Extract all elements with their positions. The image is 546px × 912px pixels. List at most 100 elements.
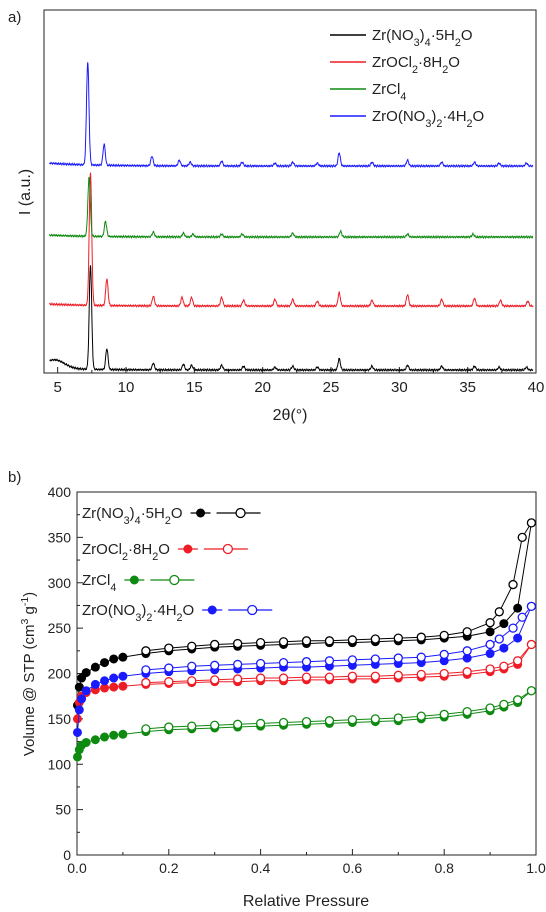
panel-b-x-axis-label: Relative Pressure [243, 893, 369, 910]
panel-b-y-tick-label: 350 [48, 529, 72, 545]
panel-b-desorption-point [499, 699, 509, 710]
panel-b-label: b) [8, 469, 21, 486]
panel-b-adsorption-point [100, 676, 110, 686]
panel-b-desorption-point [512, 695, 523, 705]
panel-b-desorption-point [526, 601, 537, 611]
panel-b-y-tick-label: 150 [48, 711, 72, 727]
panel-b-desorption-point [370, 671, 381, 681]
panel-b-desorption-point [278, 717, 289, 728]
panel-b-adsorption-point [72, 727, 82, 737]
panel-b-desorption-point [255, 658, 266, 669]
panel-a-legend-label: Zr(NO3)4·5H2O [372, 27, 473, 49]
panel-b-legend-label: ZrO(NO3)2·4H2O [82, 602, 194, 624]
panel-b-desorption-point [526, 686, 537, 696]
panel-b-desorption-point [499, 661, 509, 671]
panel-b-desorption-point [393, 633, 403, 643]
panel-b-desorption-point [164, 677, 174, 687]
panel-b-desorption-point [485, 703, 495, 713]
panel-b-legend-label: Zr(NO3)4·5H2O [82, 505, 183, 527]
panel-b-adsorption-point [513, 633, 523, 643]
panel-a-xrd-chart: a) 5 10 15 20 25 30 35 40 Zr(NO3)4·5H2O ZrOCl2·8… [8, 9, 544, 424]
panel-a-plot-frame [43, 9, 537, 374]
panel-b-desorption-point [210, 720, 220, 730]
panel-b-desorption-point [370, 634, 381, 644]
panel-b-x-tick-label: 0.4 [251, 860, 271, 876]
panel-b-adsorption-point [499, 619, 509, 629]
panel-a-trace [49, 172, 534, 309]
panel-b-desorption-point [164, 663, 174, 673]
panel-b-adsorption-point [90, 735, 100, 745]
panel-b-desorption-point [255, 718, 266, 729]
panel-b-desorption-point [462, 646, 472, 656]
panel-b-desorption-point [462, 706, 472, 717]
panel-b-desorption-point [187, 661, 197, 671]
panel-b-desorption-point [164, 722, 174, 732]
panel-b-adsorption-point [81, 668, 91, 678]
panel-a-x-axis-label: 2θ(°) [273, 407, 308, 424]
panel-b-legend-filled-marker [183, 544, 193, 554]
panel-b-desorption-line [145, 605, 532, 671]
panel-b-desorption-point [210, 660, 220, 670]
panel-a-legend: Zr(NO3)4·5H2O ZrOCl2·8H2O ZrCl4 ZrO(NO3)2·4… [330, 27, 484, 130]
panel-b-desorption-point [324, 636, 335, 646]
panel-b-y-tick-label: 100 [48, 756, 72, 772]
panel-b-adsorption-point [118, 729, 128, 739]
panel-b-desorption-point [141, 646, 151, 656]
panel-b-desorption-point [393, 670, 403, 680]
panel-a-x-tick-label: 15 [186, 379, 203, 396]
panel-b-desorption-point [439, 649, 449, 660]
panel-b-desorption-point [370, 714, 381, 724]
panel-b-desorption-line [145, 644, 532, 684]
panel-b-desorption-point [512, 656, 523, 666]
panel-b-adsorption-point [109, 730, 119, 740]
panel-b-adsorption-point [513, 603, 523, 613]
panel-b-desorption-point [164, 643, 174, 653]
panel-b-y-tick-label: 400 [48, 484, 72, 500]
panel-b-desorption-point [416, 711, 426, 721]
panel-b-desorption-point [439, 709, 449, 719]
panel-b-desorption-point [485, 639, 495, 650]
panel-a-traces [49, 62, 534, 373]
panel-b-series-group [72, 686, 537, 762]
panel-b-desorption-point [416, 669, 426, 680]
panel-b-adsorption-point [118, 681, 128, 691]
panel-b-adsorption-point [72, 752, 82, 762]
panel-b-legend-open-marker [247, 604, 258, 616]
panel-b-y-tick-label: 50 [55, 802, 71, 818]
panel-b-desorption-point [278, 637, 289, 647]
panel-b-desorption-point [278, 673, 289, 683]
panel-b-desorption-point [278, 657, 289, 668]
panel-b-x-tick-label: 1.0 [526, 860, 546, 876]
panel-a-x-tick-label: 10 [118, 379, 135, 396]
panel-b-adsorption-point [499, 643, 509, 653]
panel-b-legend-label: ZrOCl2·8H2O [82, 541, 170, 563]
panel-a-trace [49, 62, 534, 169]
panel-b-legend-open-marker [222, 543, 234, 555]
panel-b-adsorption-point [109, 654, 119, 664]
panel-a-trace [49, 265, 534, 373]
panel-b-desorption-point [347, 655, 358, 665]
panel-b-desorption-point [393, 653, 403, 663]
panel-b-desorption-point [526, 639, 537, 650]
panel-b-desorption-point [210, 639, 220, 650]
panel-a-trace [49, 176, 534, 240]
panel-b-desorption-point [439, 668, 449, 679]
panel-b-adsorption-point [74, 705, 84, 715]
panel-b-legend-filled-marker [129, 575, 139, 585]
panel-b-desorption-point [494, 634, 504, 644]
panel-b-desorption-point [347, 715, 358, 725]
panel-b-desorption-point [187, 641, 197, 651]
panel-b-desorption-point [393, 713, 403, 723]
panel-b-adsorption-point [77, 694, 87, 704]
panel-b-adsorption-point [485, 649, 495, 659]
panel-b-adsorption-point [100, 658, 110, 668]
panel-b-adsorption-point [72, 714, 82, 724]
panel-b-desorption-point [301, 636, 312, 646]
panel-b-adsorption-point [81, 737, 91, 747]
panel-b-desorption-point [141, 665, 151, 675]
panel-b-y-tick-label: 250 [48, 620, 72, 636]
panel-b-desorption-point [370, 654, 381, 664]
panel-b-desorption-point [232, 674, 243, 684]
panel-a-label: a) [8, 9, 21, 26]
panel-b-desorption-point [141, 724, 151, 734]
